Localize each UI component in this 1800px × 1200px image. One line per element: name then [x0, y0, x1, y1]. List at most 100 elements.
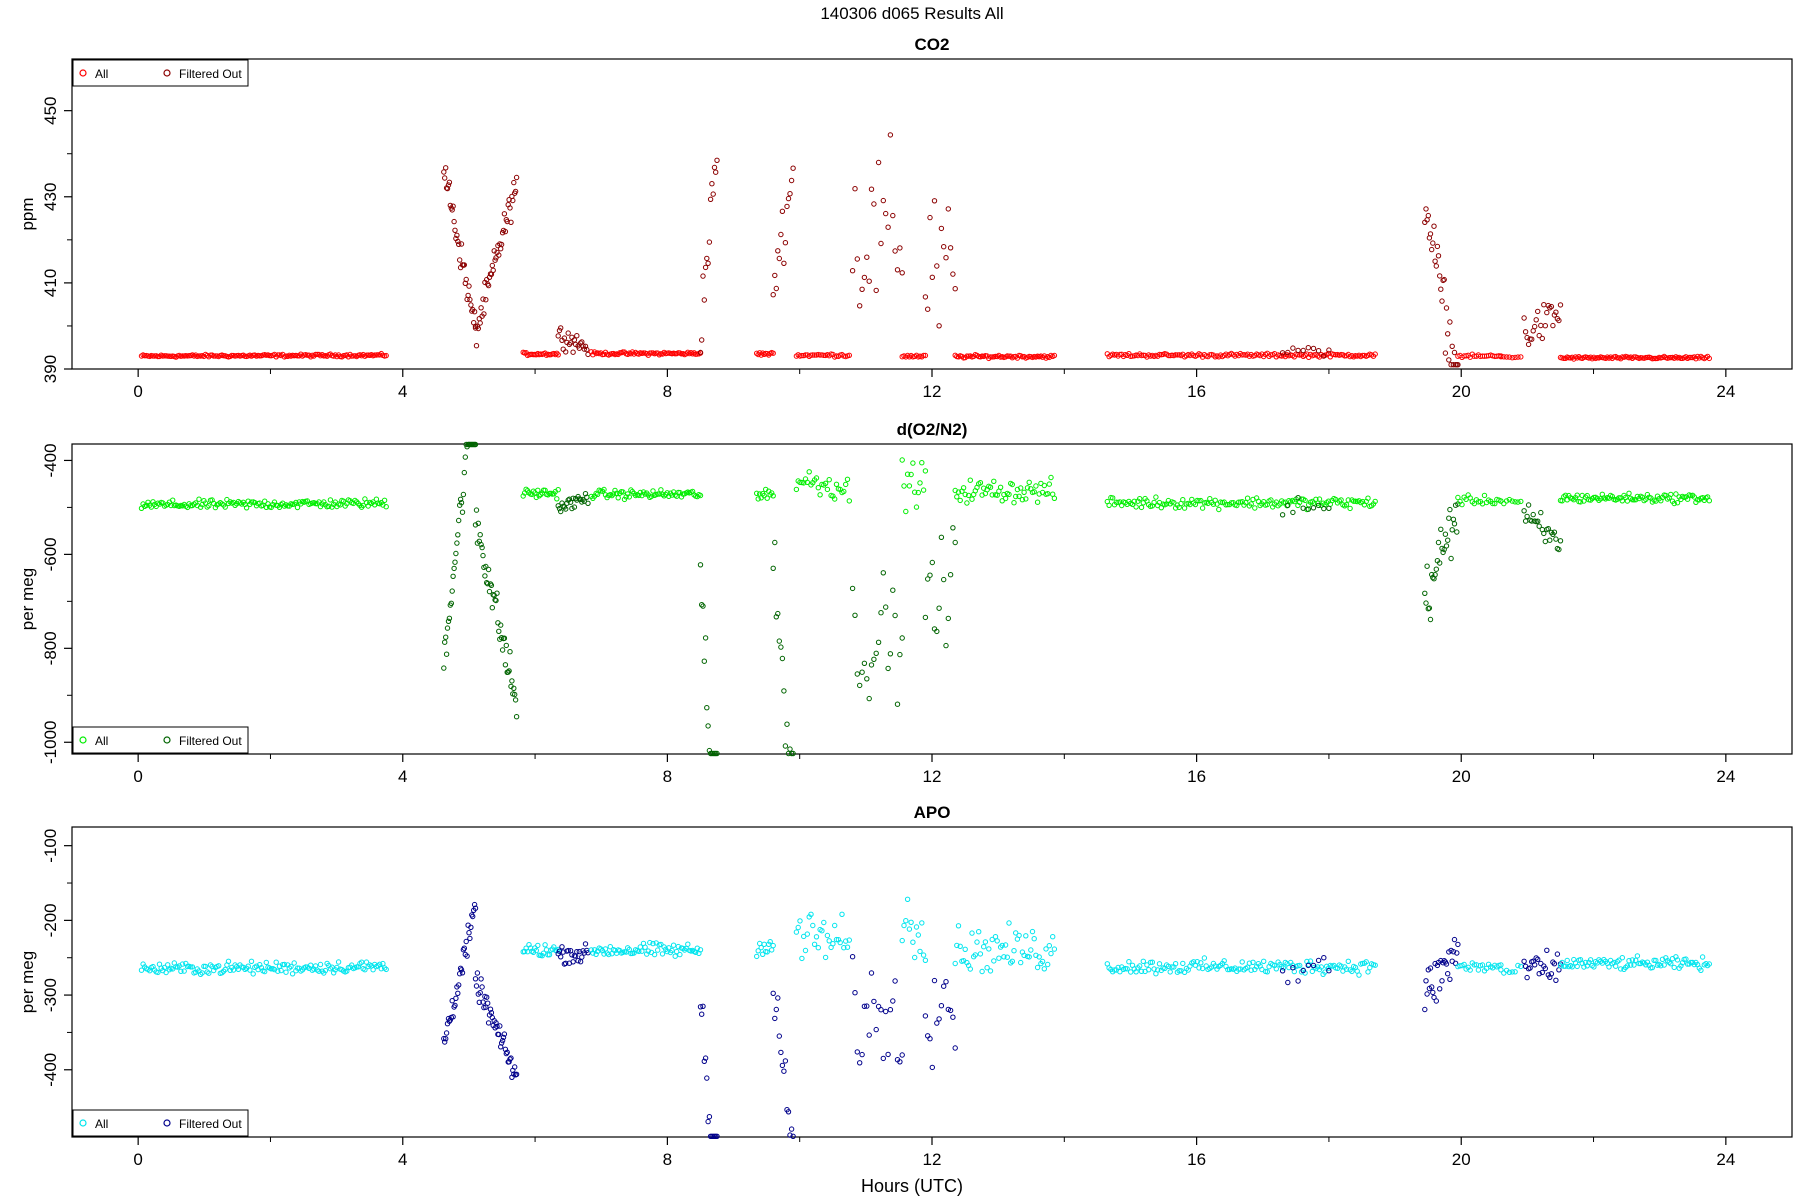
data-point-all: [837, 939, 843, 946]
data-point-all: [247, 967, 253, 973]
y-axis-label: ppm: [18, 197, 37, 230]
data-point-filtered-out: [1438, 286, 1444, 292]
data-point-filtered-out: [458, 241, 465, 247]
chart-panels: CO2 ppm 0 4 8 12 16 20 24 390 410 430 450 All Filtered…: [18, 35, 1793, 1169]
data-point-filtered-out: [772, 272, 778, 279]
data-point-filtered-out: [938, 225, 945, 232]
data-point-all: [1041, 966, 1048, 972]
data-point-all: [1165, 352, 1172, 359]
data-point-all: [535, 942, 541, 949]
data-point-filtered-out: [941, 983, 947, 989]
data-point-all: [1021, 952, 1027, 959]
data-point-filtered-out: [787, 191, 793, 197]
data-point-filtered-out: [489, 605, 495, 611]
data-point-filtered-out: [857, 1060, 863, 1066]
data-point-filtered-out: [1424, 563, 1430, 569]
data-point-filtered-out: [1425, 212, 1432, 219]
data-point-all: [1194, 959, 1200, 965]
data-point-filtered-out: [1422, 1006, 1428, 1013]
data-point-filtered-out: [941, 244, 947, 250]
data-point-all: [383, 504, 389, 510]
legend-label: All: [95, 67, 108, 81]
data-point-filtered-out: [463, 938, 469, 945]
data-point-all: [1198, 960, 1204, 966]
data-point-all: [358, 959, 365, 965]
data-point-filtered-out: [507, 649, 513, 655]
data-point-filtered-out: [866, 695, 872, 702]
data-point-all: [954, 494, 960, 500]
data-point-all: [288, 963, 294, 970]
data-point-filtered-out: [1430, 989, 1436, 996]
data-point-all: [1006, 920, 1012, 926]
data-point-filtered-out: [892, 612, 898, 619]
data-point-all: [554, 496, 560, 502]
data-point-filtered-out: [478, 541, 484, 548]
data-point-filtered-out: [480, 296, 486, 302]
data-point-all: [1475, 967, 1482, 973]
data-point-filtered-out: [1524, 334, 1530, 341]
data-point-filtered-out: [1527, 965, 1533, 971]
data-point-all: [1243, 500, 1249, 506]
data-point-all: [1199, 965, 1206, 972]
legend-label: Filtered Out: [179, 734, 242, 748]
data-point-all: [1128, 969, 1134, 975]
data-point-filtered-out: [450, 1014, 456, 1020]
data-point-all: [813, 475, 820, 481]
data-point-all: [976, 929, 982, 935]
data-point-filtered-out: [1443, 961, 1450, 967]
data-point-filtered-out: [697, 349, 704, 356]
data-point-all: [922, 468, 929, 474]
data-point-all: [212, 504, 219, 511]
data-point-all: [839, 911, 845, 917]
data-point-all: [967, 966, 973, 972]
data-point-filtered-out: [897, 1059, 903, 1065]
data-point-filtered-out: [709, 181, 715, 187]
data-point-filtered-out: [452, 1002, 458, 1009]
data-point-filtered-out: [451, 218, 457, 225]
data-point-all: [202, 963, 209, 970]
data-point-filtered-out: [947, 1007, 954, 1014]
data-point-filtered-out: [581, 346, 587, 352]
data-point-filtered-out: [455, 238, 461, 245]
data-point-all: [675, 943, 681, 950]
data-point-all: [1050, 934, 1056, 940]
data-point-all: [1004, 954, 1010, 960]
data-point-all: [967, 477, 973, 483]
data-point-all: [1316, 496, 1323, 502]
y-tick-label: -100: [41, 829, 60, 863]
data-point-all: [1365, 495, 1371, 501]
data-point-all: [1467, 967, 1473, 973]
data-point-filtered-out: [458, 500, 465, 506]
data-point-filtered-out: [471, 901, 478, 908]
legend-marker: [163, 69, 171, 77]
data-point-all: [912, 954, 918, 961]
data-point-filtered-out: [1445, 537, 1451, 543]
data-point-all: [1171, 500, 1177, 506]
data-point-filtered-out: [947, 572, 954, 578]
data-point-all: [314, 351, 320, 358]
data-point-filtered-out: [707, 196, 714, 203]
data-point-filtered-out: [1431, 223, 1437, 229]
data-point-filtered-out: [899, 635, 905, 641]
data-point-all: [846, 498, 852, 504]
legend-label: All: [95, 1117, 108, 1131]
data-point-all: [1569, 964, 1575, 970]
data-point-filtered-out: [473, 507, 480, 513]
y-tick-label: 430: [41, 183, 60, 211]
data-point-filtered-out: [1432, 258, 1438, 264]
data-point-filtered-out: [702, 264, 709, 271]
data-point-filtered-out: [1538, 960, 1544, 967]
data-point-all: [222, 504, 228, 510]
data-point-filtered-out: [714, 157, 720, 164]
data-point-filtered-out: [864, 254, 870, 260]
data-point-filtered-out: [571, 504, 578, 510]
data-point-all: [999, 942, 1005, 949]
data-point-filtered-out: [441, 1035, 447, 1042]
data-point-filtered-out: [892, 978, 898, 984]
data-point-filtered-out: [859, 286, 865, 292]
data-point-filtered-out: [1445, 331, 1451, 337]
data-point-all: [294, 504, 301, 511]
data-point-all: [910, 460, 916, 466]
data-point-filtered-out: [787, 746, 793, 752]
data-point-all: [1636, 960, 1642, 967]
